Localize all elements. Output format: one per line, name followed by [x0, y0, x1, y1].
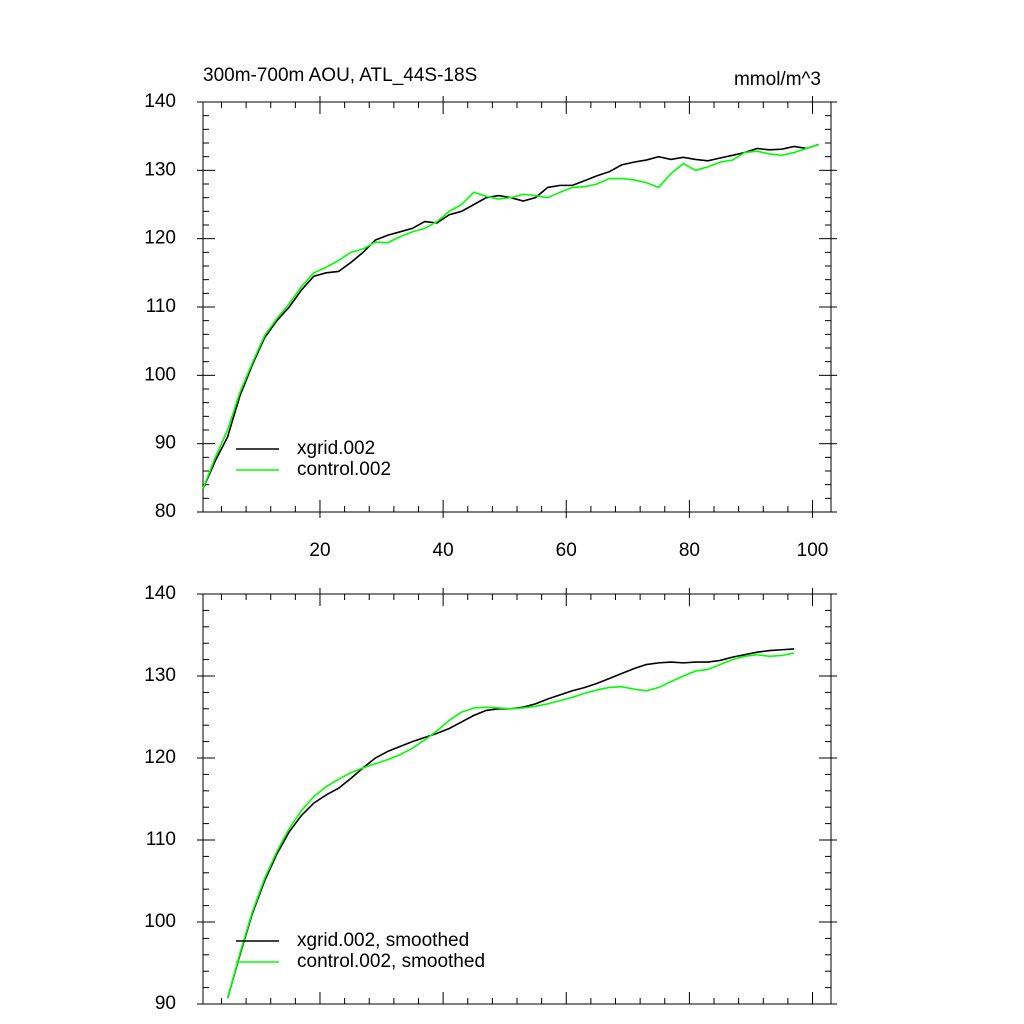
legend-label: xgrid.002 — [297, 438, 375, 459]
legend-label: control.002, smoothed — [297, 951, 485, 972]
x-tick-label: 80 — [679, 540, 700, 561]
y-tick-label: 130 — [144, 665, 176, 686]
y-tick-label: 90 — [155, 433, 176, 454]
y-tick-label: 140 — [144, 583, 176, 604]
x-tick-label: 40 — [433, 540, 454, 561]
x-tick-label: 60 — [556, 540, 577, 561]
chart-title: 300m-700m AOU, ATL_44S-18S — [203, 65, 477, 86]
y-tick-label: 120 — [144, 228, 176, 249]
y-tick-label: 120 — [144, 747, 176, 768]
x-tick-label: 20 — [309, 540, 330, 561]
y-tick-label: 110 — [146, 829, 176, 850]
series-line — [226, 652, 795, 999]
y-tick-label: 110 — [146, 296, 176, 317]
legend-label: xgrid.002, smoothed — [297, 930, 469, 951]
units-label: mmol/m^3 — [734, 69, 821, 90]
y-tick-label: 90 — [155, 993, 176, 1014]
y-tick-label: 80 — [155, 501, 176, 522]
series-line — [202, 143, 819, 490]
y-tick-label: 130 — [144, 159, 176, 180]
series-line — [202, 143, 819, 490]
y-tick-label: 100 — [144, 911, 176, 932]
x-tick-label: 100 — [797, 540, 829, 561]
y-tick-label: 100 — [144, 364, 176, 385]
y-tick-label: 140 — [144, 91, 176, 112]
legend-label: control.002 — [297, 459, 391, 480]
